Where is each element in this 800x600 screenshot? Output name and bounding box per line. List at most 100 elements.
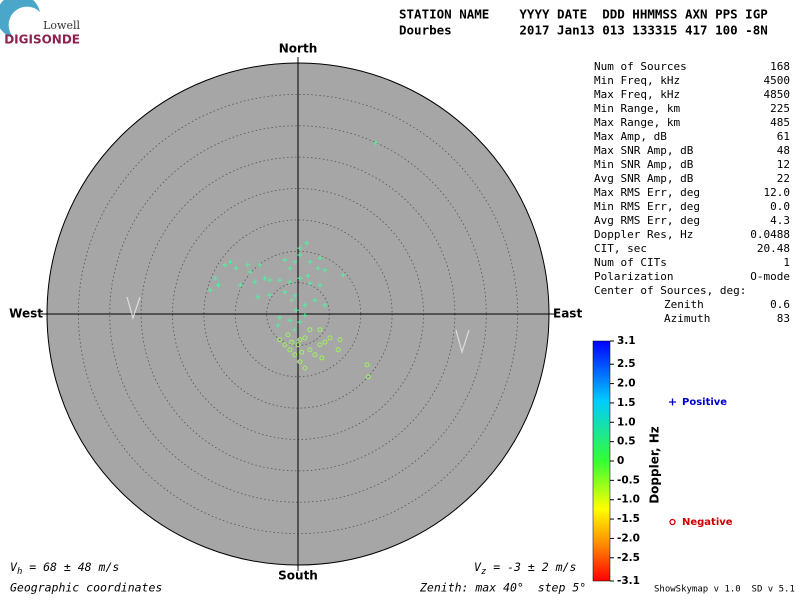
vh: Vh = 68 ± 48 m/s	[10, 560, 119, 577]
stat-value: 4500	[764, 74, 791, 87]
source-positive	[287, 279, 293, 285]
source-positive	[267, 277, 273, 283]
colorbar-label: Doppler, Hz	[648, 426, 662, 504]
source-positive	[305, 273, 311, 279]
colorbar-tick-label: -0.5	[617, 474, 640, 486]
source-positive	[292, 293, 298, 299]
source-positive	[233, 265, 239, 271]
stat-label: Max Amp, dB	[594, 130, 667, 143]
source-negative	[317, 342, 323, 348]
stat-value: 0.0	[770, 200, 790, 213]
vz: Vz = -3 ± 2 m/s	[474, 560, 576, 577]
source-positive	[317, 255, 323, 261]
source-positive	[322, 267, 328, 273]
source-negative	[297, 359, 303, 365]
source-positive	[302, 302, 308, 308]
stat-value: 168	[770, 60, 790, 73]
source-positive	[302, 312, 308, 318]
colorbar-tick-label: -1.0	[617, 494, 640, 506]
source-positive	[277, 315, 283, 321]
source-positive	[289, 297, 295, 303]
colorbar-tick-label: 1.0	[617, 416, 636, 428]
stat-label: Polarization	[594, 270, 673, 283]
source-negative	[302, 365, 308, 371]
stat-label: Max Range, km	[594, 116, 680, 129]
vz-text: = -3 ± 2 m/s	[486, 560, 576, 574]
source-positive	[292, 327, 298, 333]
stat-label: CIT, sec	[594, 242, 647, 255]
colorbar-tick-label: 2.0	[617, 378, 636, 390]
source-negative	[302, 335, 308, 341]
source-negative	[317, 327, 323, 333]
stat-label: Min RMS Err, deg	[594, 200, 700, 213]
source-negative	[292, 352, 298, 358]
source-negative	[299, 349, 305, 355]
stat-label: Max SNR Amp, dB	[594, 144, 694, 157]
source-negative	[365, 374, 371, 380]
stat-value: 1	[783, 256, 790, 269]
colorbar-tick-label: -1.5	[617, 513, 640, 525]
stat-label: Min Freq, kHz	[594, 74, 680, 87]
source-positive	[212, 275, 218, 281]
source-negative	[322, 339, 328, 345]
source-negative	[337, 337, 343, 343]
source-positive	[287, 317, 293, 323]
source-positive	[297, 275, 303, 281]
stat-label: Avg RMS Err, deg	[594, 214, 700, 227]
direction: East	[553, 307, 582, 321]
stat-value: 0.0488	[750, 228, 790, 241]
source-positive	[322, 302, 328, 308]
stat-value: 225	[770, 102, 790, 115]
stat-value: O-mode	[750, 270, 790, 283]
legend-symbol	[669, 518, 676, 526]
source-positive	[247, 269, 253, 275]
source-negative	[289, 339, 295, 345]
colorbar-tick-label: 0	[617, 455, 624, 467]
vz-sub: z	[481, 567, 486, 577]
direction: North	[279, 42, 317, 56]
zenith-info: Zenith: max 40° step 5°	[419, 581, 586, 595]
stat-value: 4850	[764, 88, 791, 101]
stat-label: Max RMS Err, deg	[594, 186, 700, 199]
colorbar-tick-label: 1.5	[617, 397, 636, 409]
source-negative	[285, 332, 291, 338]
center-title: Center of Sources, deg:	[594, 284, 746, 297]
source-positive	[282, 289, 288, 295]
source-positive	[304, 240, 310, 246]
source-positive	[297, 252, 303, 258]
stat-value: 4.3	[770, 214, 790, 227]
source-positive	[317, 282, 323, 288]
stat-value: 22	[777, 172, 790, 185]
source-positive	[293, 307, 299, 313]
center-value: 83	[777, 312, 790, 325]
source-positive	[373, 140, 379, 146]
source-positive	[207, 287, 213, 293]
source-positive	[282, 257, 288, 263]
velocity-glyph	[455, 329, 470, 355]
source-positive	[315, 265, 321, 271]
vh-text: = 68 ± 48 m/s	[22, 560, 119, 574]
logo-top: Lowell	[43, 19, 80, 32]
colorbar-tick-label: 3.1	[617, 335, 636, 347]
source-positive	[237, 282, 243, 288]
coords: Geographic coordinates	[10, 581, 162, 595]
legend-label: Negative	[682, 517, 733, 528]
source-positive	[215, 282, 221, 288]
legend-symbol	[669, 398, 676, 406]
source-negative	[307, 347, 313, 353]
source-positive	[287, 265, 293, 271]
source-negative	[277, 337, 283, 343]
source-positive	[297, 245, 303, 251]
stat-value: 12	[777, 158, 790, 171]
stat-label: Num of Sources	[594, 60, 687, 73]
center-label: Zenith	[664, 298, 704, 311]
source-positive	[267, 292, 273, 298]
center-label: Azimuth	[664, 312, 710, 325]
source-negative	[319, 355, 325, 361]
header-line: STATION NAME YYYY DATE DDD HHMMSS AXN PP…	[399, 7, 768, 22]
source-negative	[295, 342, 301, 348]
source-negative	[364, 362, 370, 368]
source-negative	[327, 335, 333, 341]
logo-swoosh	[0, 0, 40, 38]
